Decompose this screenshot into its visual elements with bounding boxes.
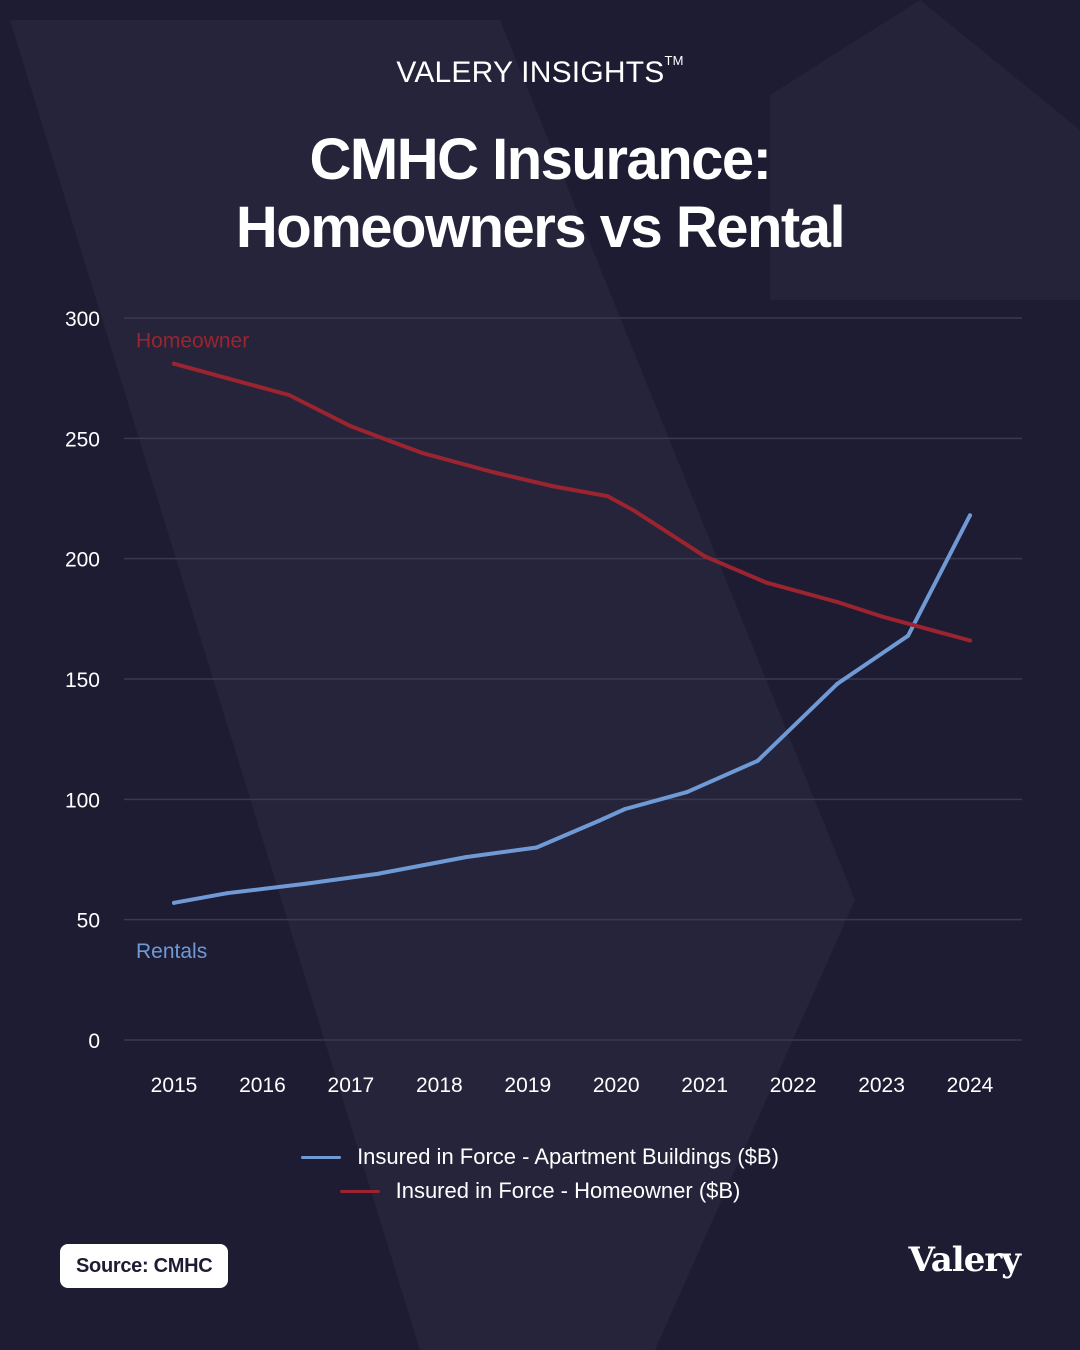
legend-item-apartments: Insured in Force - Apartment Buildings (…	[0, 1140, 1080, 1174]
data-point	[490, 470, 495, 475]
data-point	[631, 508, 636, 513]
data-point	[552, 484, 557, 489]
series-line-apartments	[172, 513, 972, 905]
series-label-rentals: Rentals	[136, 940, 207, 963]
x-tick-label: 2015	[151, 1074, 198, 1097]
y-tick-label: 100	[65, 789, 100, 812]
x-tick-label: 2020	[593, 1074, 640, 1097]
data-point	[172, 900, 176, 905]
data-point	[968, 638, 972, 643]
data-point	[879, 614, 884, 619]
y-tick-label: 150	[65, 669, 100, 692]
data-point	[702, 554, 707, 559]
x-tick-label: 2024	[947, 1074, 994, 1097]
series-label-homeowner: Homeowner	[136, 330, 249, 353]
data-point	[835, 599, 840, 604]
data-point	[463, 855, 468, 860]
legend-swatch-homeowner	[339, 1189, 380, 1193]
title-line-1: CMHC Insurance:	[309, 127, 772, 192]
y-tick-label: 200	[65, 549, 100, 572]
data-point	[914, 624, 919, 629]
legend-swatch-apartments	[301, 1155, 342, 1159]
data-point	[596, 818, 601, 823]
y-tick-label: 0	[88, 1030, 100, 1053]
x-axis-ticks: 2015 2016 2017 2018 2019 2020 2021 2022 2023 2024	[151, 1074, 994, 1097]
y-tick-label: 250	[65, 428, 100, 451]
x-tick-label: 2016	[239, 1074, 286, 1097]
series-line-homeowner	[172, 361, 972, 643]
x-tick-label: 2017	[328, 1074, 375, 1097]
data-point	[835, 681, 840, 686]
x-tick-label: 2023	[858, 1074, 905, 1097]
data-point	[304, 881, 309, 886]
data-point	[764, 580, 769, 585]
series-labels: Rentals Homeowner	[136, 330, 249, 963]
series-lines	[172, 361, 972, 905]
legend-label-apartments: Insured in Force - Apartment Buildings (…	[357, 1144, 779, 1169]
brand-header: VALERY INSIGHTSTM	[0, 53, 1080, 90]
y-tick-label: 50	[77, 910, 100, 933]
title-line-2: Homeowners vs Rental	[235, 195, 846, 260]
data-point	[684, 790, 689, 795]
data-point	[419, 450, 424, 455]
data-point	[534, 845, 539, 850]
data-point	[172, 361, 176, 366]
trademark-mark: TM	[664, 53, 684, 68]
legend-item-homeowner: Insured in Force - Homeowner ($B)	[0, 1174, 1080, 1208]
page-title: CMHC Insurance: Homeowners vs Rental	[0, 126, 1080, 262]
x-tick-label: 2021	[681, 1074, 728, 1097]
data-point	[605, 494, 610, 499]
x-tick-label: 2019	[504, 1074, 551, 1097]
grid-lines	[124, 317, 1022, 1041]
brand-name: VALERY INSIGHTS	[396, 56, 665, 89]
legend-label-homeowner: Insured in Force - Homeowner ($B)	[395, 1178, 741, 1203]
x-tick-label: 2022	[770, 1074, 817, 1097]
data-point	[286, 393, 291, 398]
data-point	[755, 758, 760, 763]
y-axis-ticks: 0 50 100 150 200 250 300	[65, 308, 100, 1053]
data-point	[348, 424, 353, 429]
data-point	[906, 633, 911, 638]
data-point	[225, 891, 230, 896]
data-point	[375, 871, 380, 876]
source-badge: Source: CMHC	[60, 1244, 229, 1288]
chart-legend: Insured in Force - Apartment Buildings (…	[0, 1140, 1080, 1208]
data-point	[225, 376, 230, 381]
y-tick-label: 300	[65, 308, 100, 331]
data-point	[968, 513, 972, 518]
data-point	[623, 806, 628, 811]
valery-logo: Valery	[908, 1240, 1021, 1280]
x-tick-label: 2018	[416, 1074, 463, 1097]
